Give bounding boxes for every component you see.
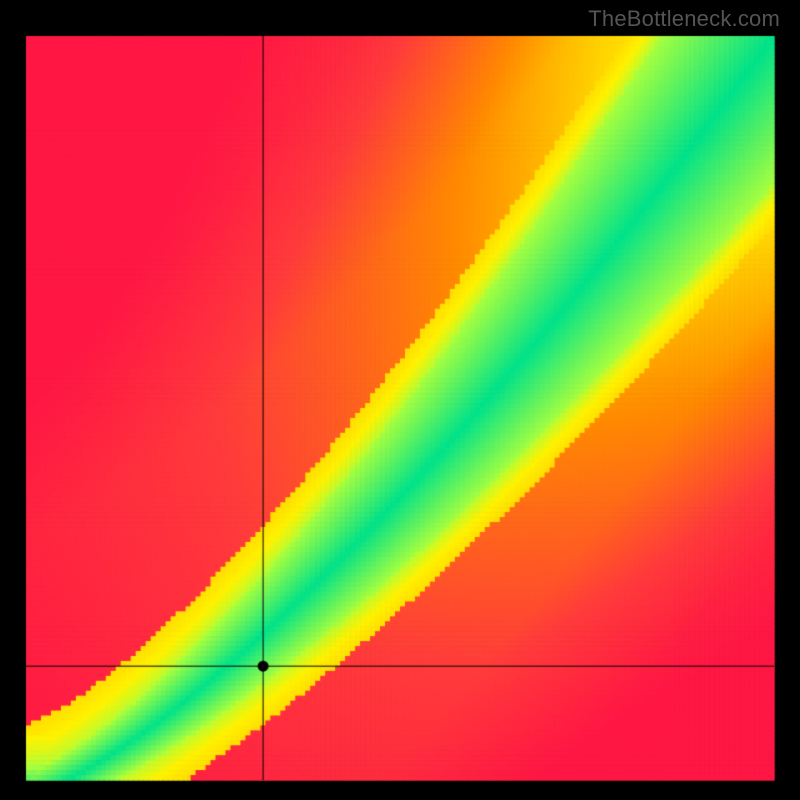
chart-container: TheBottleneck.com (0, 0, 800, 800)
watermark-text: TheBottleneck.com (588, 6, 780, 32)
bottleneck-heatmap (0, 0, 800, 800)
